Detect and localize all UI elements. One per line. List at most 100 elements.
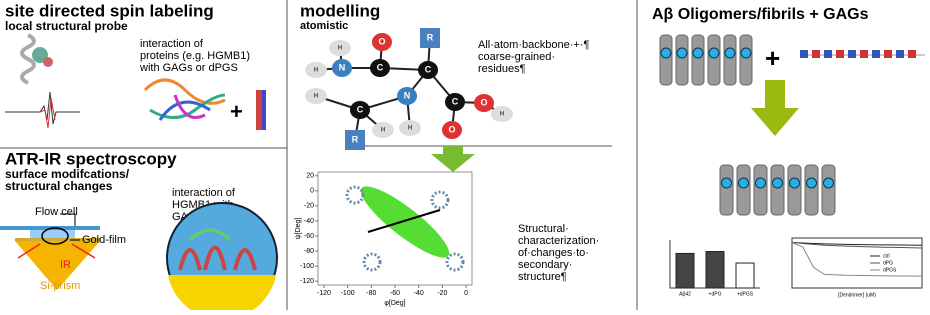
protein-illustration <box>143 78 226 121</box>
label: Flow cell <box>35 206 78 218</box>
legend-label: dPGS <box>883 267 897 273</box>
strand <box>719 164 734 216</box>
strand <box>675 34 689 86</box>
atom <box>332 59 352 77</box>
epr-spectrum <box>39 97 56 129</box>
helix-illustration <box>20 33 53 85</box>
bar <box>735 262 755 289</box>
atom-label: H <box>338 46 342 52</box>
unit <box>908 50 916 58</box>
y-tick-label: 0 <box>310 188 314 195</box>
legend-label: ctrl <box>883 253 890 259</box>
note: with GAGs or dPGS <box>139 62 238 74</box>
x-tick-label: -20 <box>437 290 447 297</box>
bead <box>676 47 688 59</box>
line <box>791 242 923 277</box>
bead <box>708 47 720 59</box>
note: proteins (e.g. HGMB1) <box>140 50 250 62</box>
atom-label: H <box>314 68 318 74</box>
atom-label: H <box>381 128 385 134</box>
panel-title: modelling <box>300 1 380 20</box>
structure-icon <box>345 185 365 205</box>
ramachandran-plot: -120 -100 -80 -60 -40 -20 0 20 0 -20 -40 -60 -80 -100… <box>295 171 473 307</box>
note: characterization· <box>518 235 599 247</box>
atom <box>445 93 465 111</box>
atom <box>329 40 351 56</box>
label: Si-prism <box>40 280 80 292</box>
note: secondary· <box>518 259 572 271</box>
x-axis-label: φ[Deg] <box>384 300 405 307</box>
atom <box>305 62 327 78</box>
x-tick-label: -100 <box>341 290 355 297</box>
atom-label: R <box>427 32 434 42</box>
gag-chain <box>800 50 925 58</box>
note: residues¶ <box>478 63 526 75</box>
unit <box>836 50 844 58</box>
arrow <box>367 209 441 233</box>
structure-icon <box>362 252 382 272</box>
atom-label: N <box>404 90 411 100</box>
panel-subtitle: surface modifcations/ <box>5 167 130 181</box>
bead <box>738 177 749 189</box>
unit <box>824 50 832 58</box>
strand <box>707 34 721 86</box>
strand <box>753 164 768 216</box>
x-tick-label: +dPGS <box>737 291 754 297</box>
y-tick-label: -80 <box>304 248 314 255</box>
fibril <box>719 164 836 216</box>
unit <box>884 50 892 58</box>
arrow <box>431 146 475 172</box>
atom-label: H <box>500 112 504 118</box>
strand <box>691 34 705 86</box>
atom <box>418 61 438 79</box>
strand <box>787 164 802 216</box>
note: interaction of <box>140 38 204 50</box>
bead <box>724 47 736 59</box>
plot-frame <box>791 237 923 289</box>
atom-label: C <box>357 104 364 114</box>
strand <box>723 34 737 86</box>
atom-label: R <box>352 134 359 144</box>
bead <box>772 177 783 189</box>
strand <box>804 164 819 216</box>
bead <box>721 177 732 189</box>
atom <box>397 87 417 105</box>
axis <box>669 240 760 289</box>
unit <box>896 50 904 58</box>
atom <box>442 121 462 139</box>
atom <box>372 122 394 138</box>
bead <box>740 47 752 59</box>
y-tick-label: -120 <box>300 278 314 285</box>
x-tick-label: -120 <box>317 290 331 297</box>
y-tick-label: -20 <box>304 203 314 210</box>
y-tick-label: -40 <box>304 218 314 225</box>
label: IR <box>60 259 71 271</box>
y-tick-label: -100 <box>300 263 314 270</box>
strand <box>659 34 673 86</box>
panel-subtitle: local structural probe <box>5 19 128 33</box>
x-tick-label: 0 <box>464 290 468 297</box>
note: All·atom·backbone·+·¶ <box>478 39 589 51</box>
atom <box>305 88 327 104</box>
unit <box>872 50 880 58</box>
note: Structural· <box>518 223 569 235</box>
gag-illustration <box>256 90 266 130</box>
atom-label: O <box>480 97 487 107</box>
bead <box>660 47 672 59</box>
note: interaction of <box>172 187 236 199</box>
bead <box>789 177 800 189</box>
unit <box>860 50 868 58</box>
panel-subtitle: atomistic <box>300 20 348 32</box>
atom <box>399 120 421 136</box>
strand <box>736 164 751 216</box>
epr-spectrum <box>5 91 80 125</box>
structure-icon <box>445 252 465 272</box>
x-axis-label: [Dendrimer] (uM) <box>838 292 876 298</box>
atom <box>491 106 513 122</box>
x-tick-label: -60 <box>390 290 400 297</box>
bead <box>806 177 817 189</box>
atr-cell <box>0 213 100 290</box>
atom-label: C <box>377 62 384 72</box>
